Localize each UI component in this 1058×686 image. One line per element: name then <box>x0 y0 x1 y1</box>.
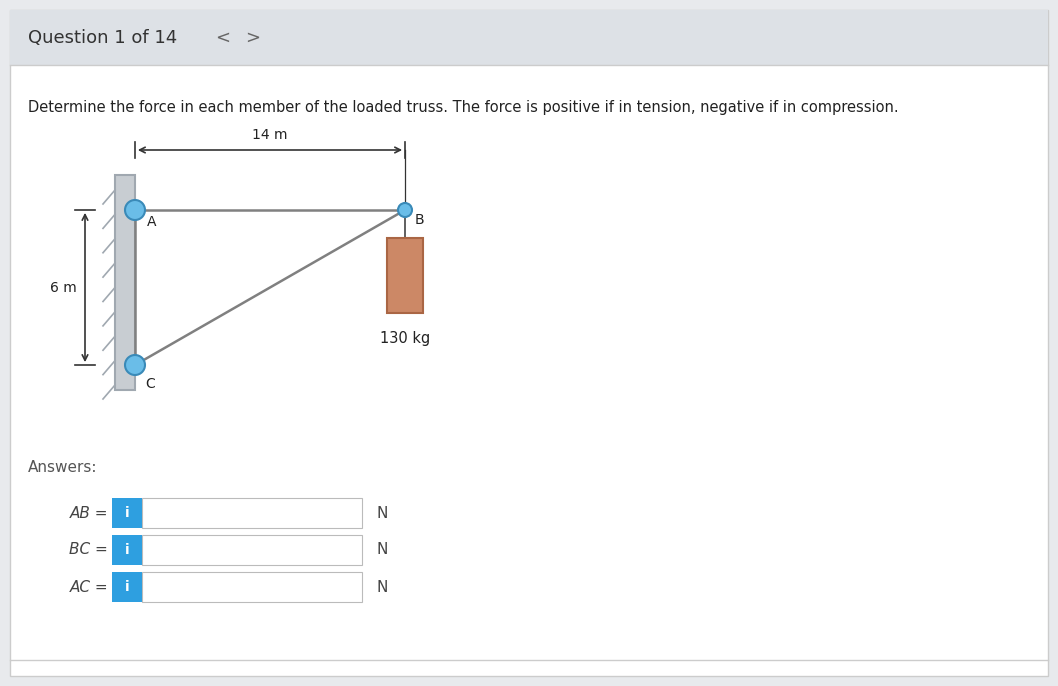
Text: i: i <box>125 506 129 520</box>
Bar <box>142 572 362 602</box>
Text: 6 m: 6 m <box>50 281 77 294</box>
Text: AB =: AB = <box>70 506 108 521</box>
Bar <box>142 535 362 565</box>
Text: N: N <box>376 580 387 595</box>
Text: A: A <box>147 215 157 229</box>
Text: Determine the force in each member of the loaded truss. The force is positive if: Determine the force in each member of th… <box>28 100 898 115</box>
Bar <box>387 238 423 313</box>
Text: >: > <box>245 29 260 47</box>
Text: B: B <box>415 213 424 227</box>
Text: Question 1 of 14: Question 1 of 14 <box>28 29 178 47</box>
Text: i: i <box>125 543 129 557</box>
Text: i: i <box>125 580 129 594</box>
Text: 14 m: 14 m <box>252 128 288 142</box>
Bar <box>112 535 142 565</box>
Text: AC =: AC = <box>70 580 108 595</box>
Text: Answers:: Answers: <box>28 460 97 475</box>
Bar <box>115 175 135 390</box>
Circle shape <box>398 203 412 217</box>
Text: N: N <box>376 506 387 521</box>
Text: N: N <box>376 543 387 558</box>
Circle shape <box>125 200 145 220</box>
Text: BC =: BC = <box>69 543 108 558</box>
Circle shape <box>125 355 145 375</box>
Text: <: < <box>215 29 230 47</box>
Bar <box>112 498 142 528</box>
Bar <box>142 498 362 528</box>
Bar <box>112 572 142 602</box>
Text: C: C <box>145 377 154 391</box>
Bar <box>10 10 1048 65</box>
Text: 130 kg: 130 kg <box>380 331 431 346</box>
